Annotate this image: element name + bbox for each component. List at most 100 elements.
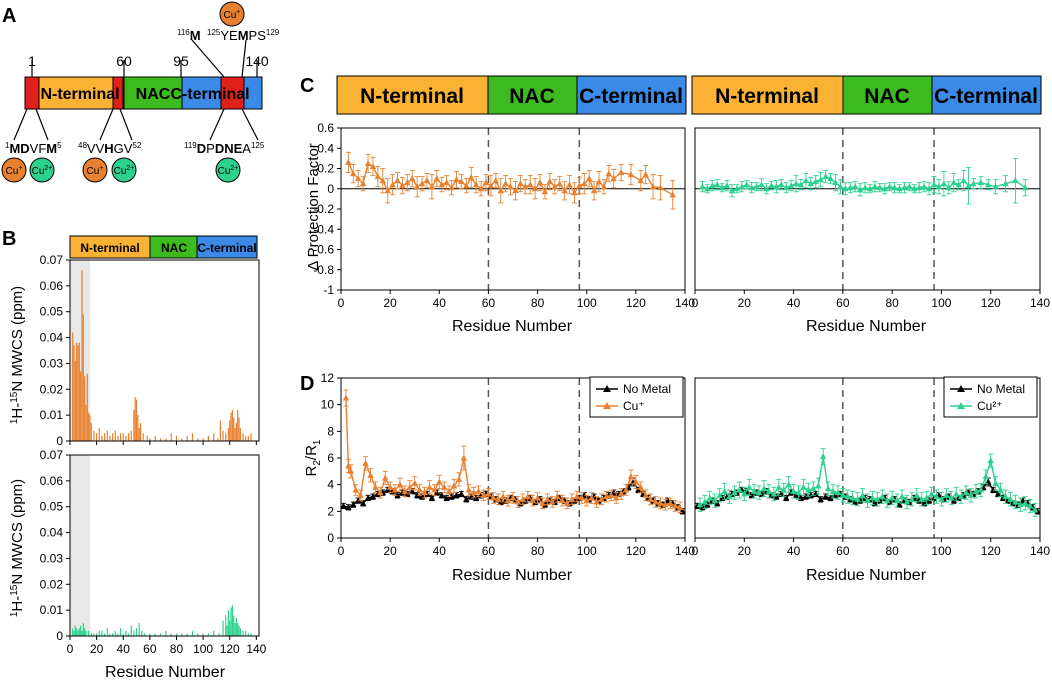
site-label-116: 116M (177, 28, 201, 43)
data-point-103 (590, 187, 598, 194)
data-point-77 (527, 181, 534, 188)
data-point-134 (1022, 499, 1029, 506)
data-point-73 (871, 183, 879, 190)
data-point-111 (965, 182, 972, 189)
data-point-43 (797, 181, 805, 188)
bar-96 (197, 438, 199, 441)
data-point-45 (448, 493, 455, 500)
data-point-31 (413, 491, 421, 498)
data-point-110 (608, 491, 615, 498)
bar-50 (135, 628, 138, 636)
data-point-132 (1017, 501, 1024, 508)
data-point-113 (970, 180, 977, 187)
bar-136 (250, 633, 252, 636)
data-point-102 (943, 491, 950, 498)
x-tick-label-40: 40 (433, 544, 447, 558)
bar-100 (202, 633, 204, 636)
y-tick-label-3: 6 (327, 451, 334, 465)
c-left-domain-label-c: C-terminal (579, 85, 683, 108)
data-point-51 (463, 182, 470, 189)
data-point-114 (617, 169, 625, 176)
y-tick-label-7: 0.4 (317, 141, 334, 155)
data-point-124 (642, 171, 649, 178)
data-point-4 (347, 467, 355, 474)
x-tick-label-120: 120 (626, 296, 646, 310)
data-point-59 (482, 179, 490, 186)
data-point-3 (345, 462, 352, 469)
bar-30 (109, 435, 111, 441)
bar-96 (197, 633, 199, 636)
bar-22 (98, 428, 100, 441)
data-point-51 (463, 495, 470, 502)
data-point-32 (770, 490, 778, 497)
data-point-118 (627, 171, 635, 178)
data-point-74 (874, 495, 881, 502)
bar-38 (119, 433, 122, 441)
ion-cu2-site3: Cu2+ (215, 157, 241, 183)
c-right-plot: 0 20 40 60 80 100 120 140 (692, 127, 1050, 310)
data-point-63 (847, 184, 854, 191)
data-point-112 (613, 494, 620, 501)
data-point-62 (844, 493, 851, 500)
bar-122 (231, 604, 233, 636)
data-point-90 (913, 491, 920, 498)
domain-label-n-terminal: N-terminal (40, 86, 119, 103)
svg-text:Cu+: Cu+ (87, 165, 104, 177)
x-tick-label-80: 80 (170, 642, 184, 656)
data-point-34 (421, 489, 428, 496)
data-point-120 (632, 478, 640, 485)
plot-frame (69, 454, 260, 637)
x-tick-label-140: 140 (246, 642, 266, 656)
data-point-5 (704, 185, 711, 192)
c-left-plot: 0 20 40 60 80 100 120 140 -1 -0.8 -0.6 -0.4 -0.2 0 0.2… (313, 121, 695, 310)
c-right-domain-n (691, 75, 844, 115)
data-point-50 (460, 454, 468, 461)
data-point-116 (977, 486, 985, 493)
bar-22 (98, 630, 100, 636)
data-point-130 (657, 184, 664, 191)
data-point-100 (938, 495, 945, 502)
data-point-6 (706, 494, 713, 501)
data-point-72 (514, 498, 522, 505)
data-point-86 (549, 498, 556, 505)
data-point-105 (595, 178, 603, 185)
y-tick-label-4: -0.2 (313, 202, 334, 216)
data-point-66 (499, 493, 507, 500)
bar-52 (138, 623, 140, 636)
bar-124 (234, 623, 236, 636)
bar-8 (80, 625, 82, 636)
data-point-15 (374, 173, 382, 180)
bar-121 (230, 412, 232, 441)
legend-marker-cu2 (957, 402, 965, 409)
data-point-78 (884, 497, 891, 504)
data-point-84 (544, 495, 551, 502)
plot-frame (694, 377, 1041, 539)
data-point-70 (509, 494, 517, 501)
data-point-92 (563, 499, 571, 506)
data-point-26 (755, 489, 763, 496)
data-point-109 (605, 170, 613, 177)
data-point-85 (901, 184, 908, 191)
data-point-66 (854, 495, 861, 502)
y-tick-label-0: 0 (56, 629, 63, 643)
x-tick-label-100: 100 (577, 296, 597, 310)
data-point-48 (810, 485, 817, 492)
x-tick-label-140: 140 (1030, 296, 1050, 310)
data-point-122 (637, 483, 644, 490)
bar-20 (96, 433, 98, 441)
bar-48 (133, 409, 135, 441)
bar-72 (165, 630, 167, 636)
data-point-69 (507, 183, 514, 190)
data-point-22 (746, 483, 753, 490)
y-tick-label-5: 10 (321, 398, 335, 412)
data-point-85 (546, 178, 554, 185)
data-point-44 (800, 483, 807, 490)
x-tick-label-80: 80 (885, 296, 899, 310)
bar-119 (227, 610, 229, 636)
bar-52 (138, 428, 140, 441)
bar-80 (175, 633, 178, 636)
data-point-87 (906, 183, 913, 190)
bar-60 (149, 633, 151, 636)
data-point-42 (441, 483, 448, 490)
